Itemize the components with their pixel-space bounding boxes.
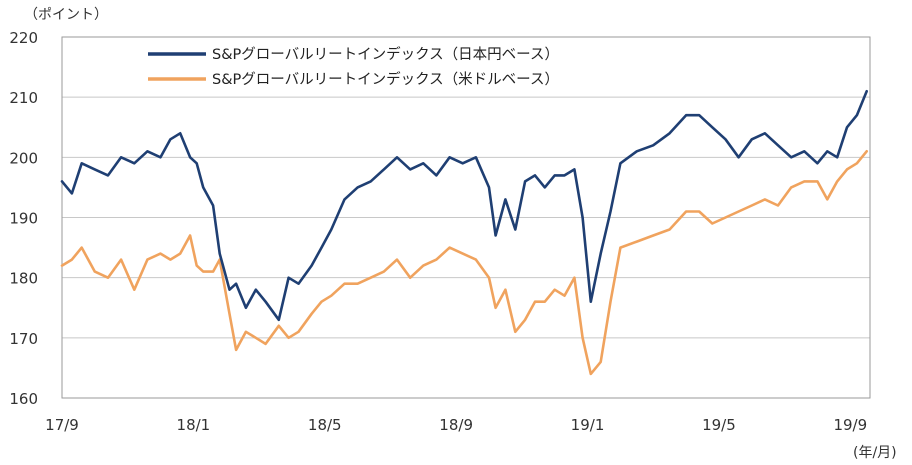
x-unit-label: (年/月) xyxy=(853,445,897,461)
x-tick-label: 19/9 xyxy=(833,416,867,434)
series-line-1 xyxy=(60,89,869,322)
series-group xyxy=(60,89,869,376)
x-tick-label: 19/1 xyxy=(571,416,605,434)
x-tick-label: 18/5 xyxy=(308,416,342,434)
x-tick-label: 18/1 xyxy=(177,416,211,434)
y-tick-label: 190 xyxy=(9,210,38,228)
x-tick-label: 18/9 xyxy=(439,416,473,434)
plot-frame xyxy=(61,36,871,399)
x-tick-label: 19/5 xyxy=(702,416,736,434)
x-tick-label: 17/9 xyxy=(45,416,79,434)
gridlines xyxy=(62,96,870,339)
y-tick-label: 170 xyxy=(9,330,38,348)
y-axis: 160 170 180 190 200 210 220 xyxy=(9,29,38,408)
series-line-2 xyxy=(60,150,869,376)
legend: S&Pグローバルリートインデックス（日本円ベース） S&Pグローバルリートインデッ… xyxy=(148,45,559,88)
x-axis: 17/9 18/1 18/5 18/9 19/1 19/5 19/9 xyxy=(45,416,867,434)
legend-label-1: S&Pグローバルリートインデックス（日本円ベース） xyxy=(212,45,559,63)
y-tick-label: 180 xyxy=(9,270,38,288)
y-tick-label: 200 xyxy=(9,149,38,167)
y-tick-label: 210 xyxy=(9,89,38,107)
y-unit-label: （ポイント） xyxy=(24,7,108,23)
legend-label-2: S&Pグローバルリートインデックス（米ドルベース） xyxy=(212,70,559,88)
y-tick-label: 160 xyxy=(9,390,38,408)
y-tick-label: 220 xyxy=(9,29,38,47)
